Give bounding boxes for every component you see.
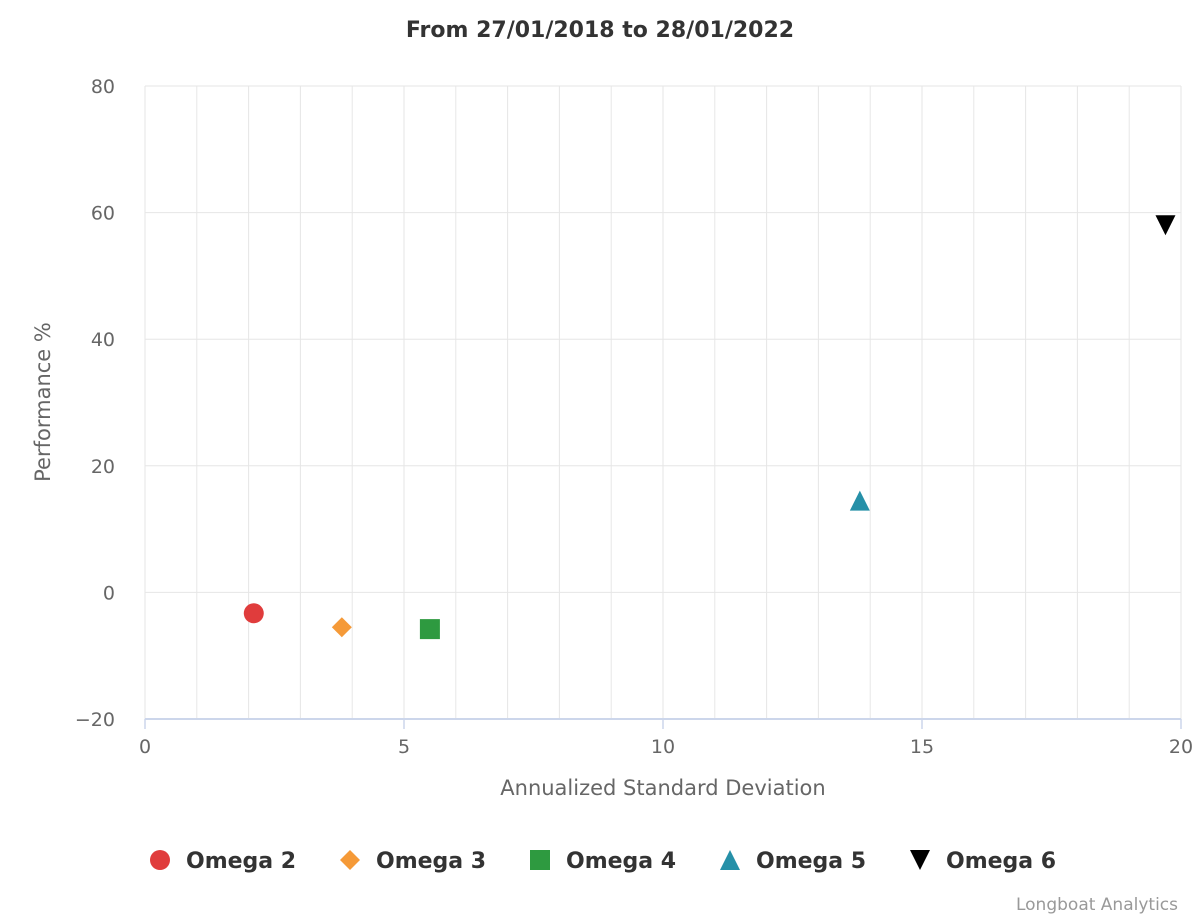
legend-label: Omega 3 [376,849,486,874]
legend-item[interactable]: Omega 2 [150,849,296,874]
y-tick-label: 0 [103,582,115,604]
x-tick-label: 0 [139,736,151,758]
data-point [849,490,870,511]
data-point [1155,215,1176,236]
legend-item[interactable]: Omega 3 [340,849,486,874]
legend-label: Omega 2 [186,849,296,874]
y-tick-label: 20 [91,456,115,478]
legend-symbol [720,850,740,870]
credits[interactable]: Longboat Analytics [1016,895,1178,915]
legend-item[interactable]: Omega 6 [910,849,1056,874]
legend[interactable]: Omega 2 Omega 3 Omega 4 Omega 5 Omega 6 [150,849,1056,874]
legend-label: Omega 5 [756,849,866,874]
data-point [331,617,352,638]
axes [144,718,1182,729]
x-tick-label: 20 [1169,736,1193,758]
y-tick-label: −20 [75,709,115,731]
legend-symbol [530,850,550,870]
x-tick-label: 5 [398,736,410,758]
legend-symbol [910,850,930,870]
x-tick-label: 15 [910,736,934,758]
legend-item[interactable]: Omega 4 [530,849,676,874]
y-tick-labels: −20 0 20 40 60 80 [75,76,115,731]
data-points [243,215,1176,640]
chart-title: From 27/01/2018 to 28/01/2022 [406,18,794,43]
y-axis-title: Performance % [31,322,55,482]
y-tick-label: 40 [91,329,115,351]
grid [144,85,1182,720]
y-tick-label: 60 [91,203,115,225]
x-tick-labels: 0 5 10 15 20 [139,736,1193,758]
y-tick-label: 80 [91,76,115,98]
legend-symbol [340,850,360,870]
data-point [243,603,264,624]
legend-label: Omega 6 [946,849,1056,874]
legend-item[interactable]: Omega 5 [720,849,866,874]
x-tick-label: 10 [651,736,675,758]
legend-label: Omega 4 [566,849,676,874]
data-point [419,619,440,640]
legend-symbol [150,850,170,870]
x-axis-title: Annualized Standard Deviation [500,776,825,800]
